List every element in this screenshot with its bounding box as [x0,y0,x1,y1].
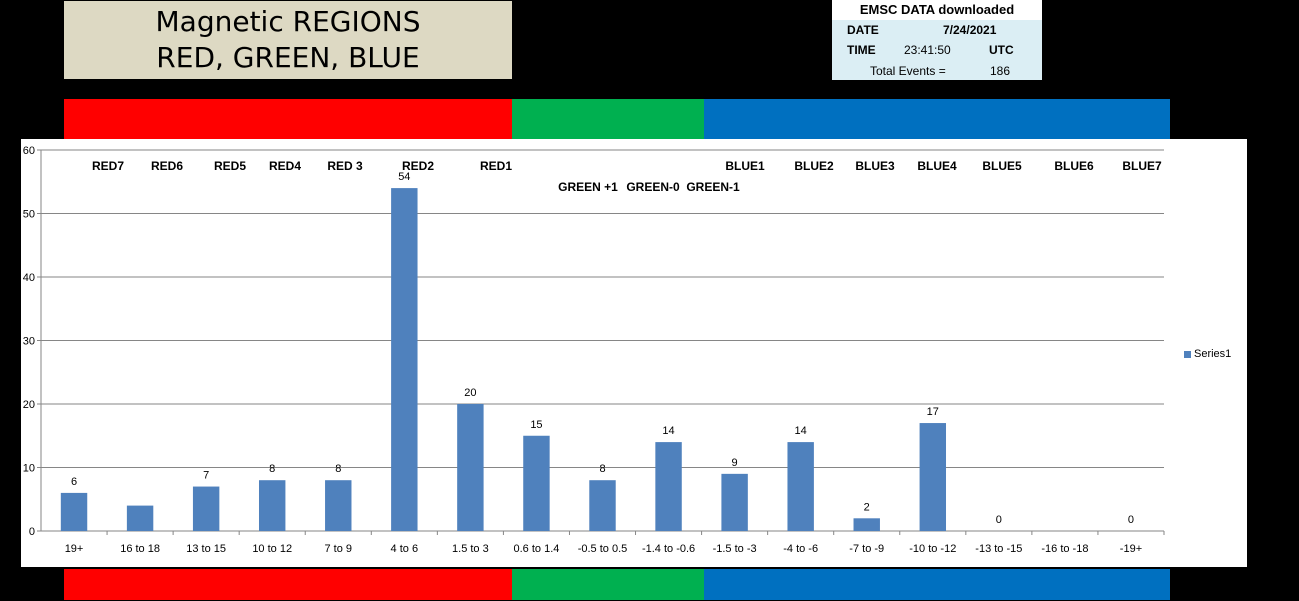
region-label: RED7 [92,159,124,173]
green-region-band-top [512,99,704,139]
data-label: 20 [464,387,476,399]
total-events-label: Total Events = [870,64,946,78]
region-label: RED2 [402,159,434,173]
region-label: RED 3 [327,159,363,173]
region-label: BLUE4 [917,159,957,173]
x-tick-label: 10 to 12 [252,543,292,555]
y-tick-label: 30 [23,336,35,348]
data-label: 14 [795,425,807,437]
region-label: RED5 [214,159,246,173]
x-tick-label: -0.5 to 0.5 [578,543,628,555]
green-region-band-bottom [512,569,704,600]
date-label: DATE [847,23,879,37]
x-tick-label: -4 to -6 [783,543,818,555]
info-header: EMSC DATA downloaded [832,0,1042,20]
bar [853,518,880,531]
x-tick-label: -10 to -12 [909,543,956,555]
red-region-band-bottom [64,569,512,600]
y-tick-label: 50 [23,209,35,221]
region-label: GREEN-1 [686,180,740,194]
bar [126,505,154,531]
y-tick-label: 40 [23,272,35,284]
time-value: 23:41:50 [904,43,951,57]
region-label: RED4 [269,159,301,173]
chart-area: 0 10 20 30 40 50 60 19+ 6 16 to 18 13 to 15 7 10 to … [21,139,1247,567]
x-tick-label: 4 to 6 [391,543,419,555]
x-tick-label: -1.4 to -0.6 [642,543,695,555]
region-label: RED1 [480,159,512,173]
region-label: GREEN-0 [626,180,680,194]
data-label: 8 [269,463,275,475]
data-label: 8 [335,463,341,475]
info-box: EMSC DATA downloaded DATE 7/24/2021 TIME… [832,0,1042,80]
x-tick-label: -16 to -18 [1041,543,1088,555]
data-label: 0 [1128,514,1134,526]
data-label: 7 [203,470,209,482]
title-line-1: Magnetic REGIONS [155,5,421,38]
legend: Series1 [1184,348,1231,360]
title-box: Magnetic REGIONS RED, GREEN, BLUE [64,1,512,79]
x-tick-label: -1.5 to -3 [713,543,757,555]
legend-label: Series1 [1194,348,1232,360]
bar [325,480,352,531]
x-tick-label: 7 to 9 [324,543,352,555]
data-label: 6 [71,476,77,488]
region-label: RED6 [151,159,183,173]
data-label: 8 [599,463,605,475]
bar [457,404,484,531]
bar [589,480,616,531]
region-label: BLUE6 [1054,159,1094,173]
y-tick-label: 60 [23,145,35,157]
x-tick-label: -13 to -15 [975,543,1022,555]
data-label: 14 [662,425,674,437]
blue-region-band-bottom [704,569,1170,600]
x-tick-label: 16 to 18 [120,543,160,555]
x-tick-label: 13 to 15 [186,543,226,555]
x-tick-label: 0.6 to 1.4 [514,543,560,555]
date-value: 7/24/2021 [943,23,997,37]
data-label: 17 [927,406,939,418]
bar [655,442,682,531]
title-line-2: RED, GREEN, BLUE [156,41,420,74]
bar [258,480,286,531]
region-label: BLUE2 [794,159,834,173]
bar [523,435,550,531]
bar [192,486,220,531]
region-label: GREEN +1 [558,180,618,194]
red-region-band-top [64,99,512,139]
data-label: 0 [996,514,1002,526]
region-label: BLUE1 [725,159,765,173]
bar [787,442,814,531]
bar [60,492,88,531]
bar [721,473,748,531]
region-label: BLUE5 [982,159,1022,173]
y-tick-label: 10 [23,463,35,475]
data-label: 15 [530,419,542,431]
y-tick-label: 0 [29,526,35,538]
bar [919,423,947,531]
y-tick-label: 20 [23,399,35,411]
data-label: 2 [864,501,870,513]
region-label: BLUE3 [855,159,895,173]
blue-region-band-top [704,99,1170,139]
x-tick-label: -19+ [1120,543,1142,555]
data-label: 9 [732,457,738,469]
region-label: BLUE7 [1122,159,1162,173]
bar [391,188,418,531]
x-tick-label: 19+ [65,543,84,555]
time-label: TIME [847,43,876,57]
x-tick-label: 1.5 to 3 [452,543,489,555]
timezone-label: UTC [989,43,1014,57]
total-events-value: 186 [990,64,1011,78]
legend-swatch [1184,350,1191,358]
data-label: 54 [398,171,410,183]
x-tick-label: -7 to -9 [849,543,884,555]
